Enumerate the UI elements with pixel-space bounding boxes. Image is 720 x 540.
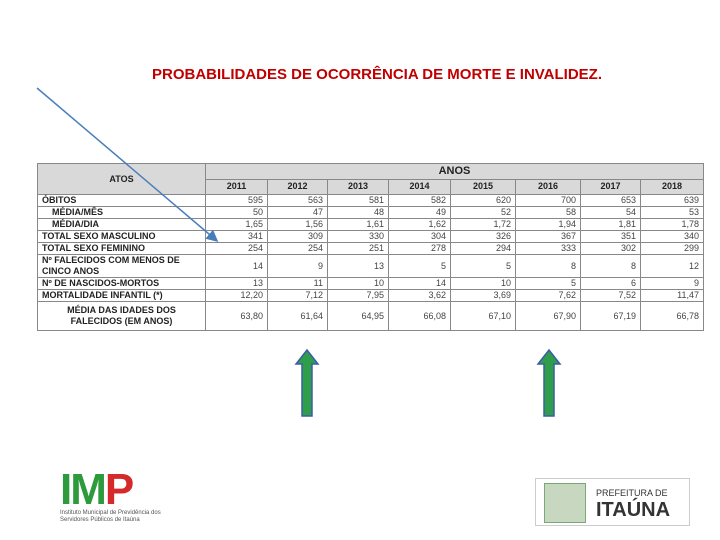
prefeitura-logo: PREFEITURA DE ITAÚNA (535, 478, 690, 526)
column-header: 2018 (640, 178, 704, 195)
logo-caption: Instituto Municipal de Previdência dos S… (60, 510, 161, 523)
data-table: ATOS ANOS 2011 2012 2013 2014 2015 2016 2017 2018… (37, 163, 704, 331)
table-row: Nº DE NASCIDOS-MORTOS 13 11 10 14 10 5 6 9 (37, 277, 704, 290)
cell: 5 (450, 254, 516, 278)
cell: 8 (580, 254, 641, 278)
logo-line1: PREFEITURA DE (596, 488, 668, 498)
table-row: MÉDIA/MÊS 50 47 48 49 52 58 54 53 (37, 206, 704, 219)
column-header: 2016 (515, 178, 581, 195)
table-row: MÉDIA DAS IDADES DOS FALECIDOS (EM ANOS)… (37, 301, 704, 331)
row-label: MÉDIA DAS IDADES DOS FALECIDOS (EM ANOS) (37, 301, 206, 331)
cell: 61,64 (267, 301, 328, 331)
header-row: ATOS ANOS (37, 163, 704, 195)
pointer-arrow (36, 87, 219, 242)
group-header: ANOS (205, 163, 704, 180)
cell: 12 (640, 254, 704, 278)
cell: 13 (327, 254, 389, 278)
crest (544, 483, 586, 523)
cell: 64,95 (327, 301, 389, 331)
up-arrow (294, 348, 320, 417)
cell: 66,08 (388, 301, 451, 331)
table-row: ÓBITOS 595 563 581 582 620 700 653 639 (37, 194, 704, 207)
up-arrow (536, 348, 562, 417)
column-header: 2015 (450, 178, 516, 195)
table-row: TOTAL SEXO FEMININO 254 254 251 278 294 333 302… (37, 242, 704, 255)
cell: 66,78 (640, 301, 704, 331)
cell: 67,19 (580, 301, 641, 331)
cell: 67,10 (450, 301, 516, 331)
cell: 5 (388, 254, 451, 278)
logo-name: IMP (60, 465, 134, 514)
column-header: 2014 (388, 178, 451, 195)
cell: 14 (205, 254, 268, 278)
cell: 8 (515, 254, 581, 278)
title: PROBABILIDADES DE OCORRÊNCIA DE MORTE E … (151, 66, 603, 83)
imp-logo: IMP Instituto Municipal de Previdência d… (60, 465, 170, 524)
logo-line2: ITAÚNA (596, 499, 671, 521)
column-header: 2013 (327, 178, 389, 195)
header-row: 2011 2012 2013 2014 2015 2016 2017 2018 (38, 178, 704, 195)
